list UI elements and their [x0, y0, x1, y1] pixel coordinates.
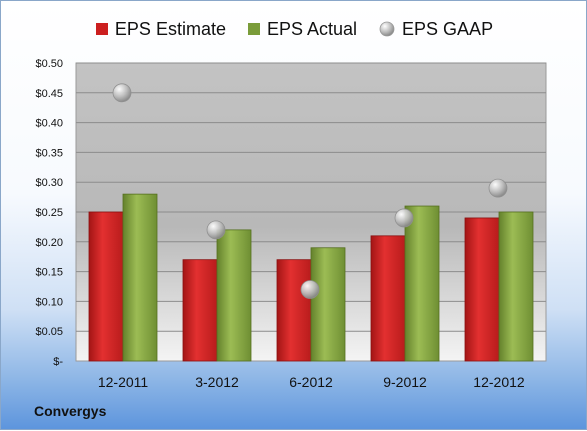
bars [88, 193, 534, 362]
bar-eps-actual [404, 205, 440, 362]
y-tick-label: $0.30 [35, 177, 63, 189]
legend-item-actual: EPS Actual [247, 18, 358, 40]
y-tick-label: $0.35 [35, 147, 63, 159]
y-tick-label: $0.05 [35, 326, 63, 338]
gaap-marker [206, 220, 226, 240]
x-category-label: 12-2012 [473, 374, 525, 390]
legend-label-actual: EPS Actual [266, 18, 358, 39]
y-tick-label: $0.25 [35, 207, 63, 219]
gaap-marker [488, 178, 508, 198]
bar-eps-actual [216, 229, 252, 362]
y-axis: $- $0.05 $0.10 $0.15 $0.20 $0.25 $0.30 $0.35 $0.… [35, 58, 63, 368]
y-tick-label: $0.50 [35, 58, 63, 70]
bar-eps-estimate [88, 211, 124, 362]
x-category-label: 9-2012 [383, 374, 427, 390]
gaap-marker [300, 280, 320, 299]
legend-swatch-estimate [95, 23, 108, 35]
bar-eps-estimate [276, 259, 312, 362]
legend-label-estimate: EPS Estimate [114, 18, 226, 39]
x-category-label: 12-2011 [98, 374, 149, 390]
legend-item-gaap: EPS GAAP [379, 19, 493, 40]
x-category-label: 6-2012 [289, 374, 333, 390]
x-axis: 12-2011 3-2012 6-2012 9-2012 12-2012 [98, 374, 525, 390]
x-category-label: 3-2012 [195, 374, 239, 390]
y-tick-label: $- [53, 356, 63, 368]
legend: EPS Estimate EPS Actual EPS GAAP [1, 17, 587, 41]
legend-item-estimate: EPS Estimate [95, 18, 226, 40]
bar-eps-actual [122, 193, 158, 362]
bar-eps-actual [310, 247, 346, 362]
y-tick-label: $0.40 [35, 118, 63, 130]
company-name: Convergys [34, 403, 107, 419]
legend-label-gaap: EPS GAAP [402, 18, 494, 39]
bar-eps-estimate [464, 217, 500, 362]
y-tick-label: $0.10 [35, 296, 63, 308]
legend-swatch-actual [247, 23, 260, 35]
gaap-marker [112, 83, 132, 103]
y-tick-label: $0.15 [35, 267, 63, 279]
gaap-markers [112, 83, 508, 299]
y-tick-label: $0.20 [35, 237, 63, 249]
bar-eps-estimate [182, 259, 218, 362]
bar-eps-actual [498, 211, 534, 362]
legend-marker-gaap [379, 21, 395, 37]
y-tick-label: $0.45 [35, 88, 63, 100]
gaap-marker [394, 208, 414, 228]
bar-eps-estimate [370, 235, 406, 362]
